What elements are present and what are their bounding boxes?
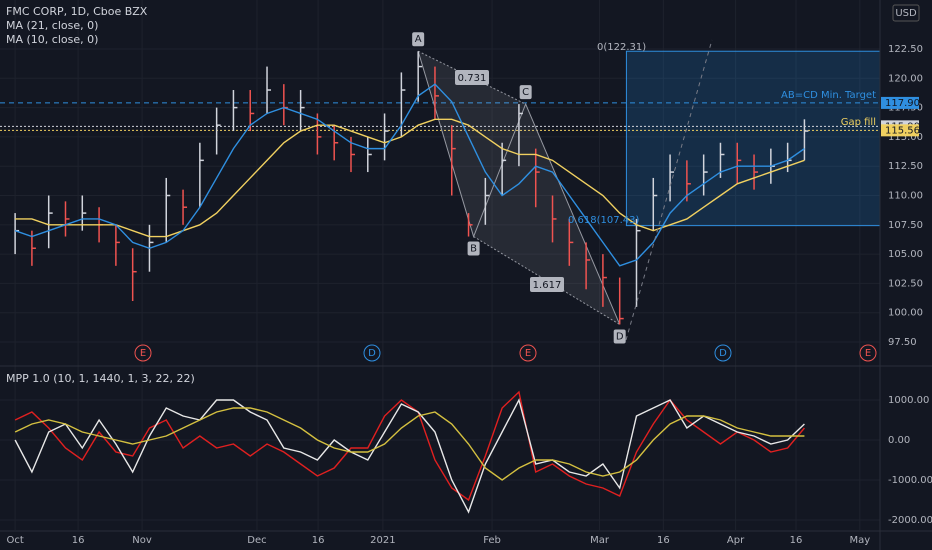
currency: USD [895,8,917,19]
pattern-line [417,51,621,325]
pattern-fill [473,104,620,325]
event-label: D [368,348,376,359]
target-box [625,50,881,227]
y2-tick-label: 0.00 [888,435,910,446]
event-label: E [525,348,531,359]
y-tick-label: 105.00 [888,249,923,260]
y-tick-label: 120.00 [888,73,923,84]
y-tick-label: 100.00 [888,308,923,319]
x-tick-label: 16 [72,535,85,546]
price-badge [881,96,919,109]
y2-tick-label: -1000.00 [888,475,932,486]
point-label: A [415,34,422,45]
oscillator-line [14,398,805,514]
event-icon [363,344,381,362]
x-tick-label: Mar [590,535,610,546]
currency-badge [892,4,920,22]
chart-title: FMC CORP, 1D, Cboe BZX [6,5,148,18]
point-badge [412,32,425,47]
events: E D E D E [134,344,877,362]
y-tick-label: 107.50 [888,220,923,231]
moving-average [14,83,805,267]
event-icon [134,344,152,362]
legend-entry: MA (21, close, 0) [6,19,98,32]
annotation: Gap fill [841,117,876,128]
ratio: 1.617 [533,280,562,291]
legend: FMC CORP, 1D, Cboe BZX MA (21, close, 0)… [6,5,195,385]
point-label: C [522,87,529,98]
event-icon [714,344,732,362]
x-tick-label: Nov [132,535,152,546]
x-tick-label: Apr [727,535,745,546]
event-label: E [865,348,871,359]
moving-average [15,118,805,238]
legend-entry: MA (10, close, 0) [6,33,98,46]
x-tick-label: 2021 [370,535,395,546]
indicator-title: MPP 1.0 (10, 1, 1440, 1, 3, 22, 22) [6,372,195,385]
y-tick-label: 110.00 [888,191,923,202]
x-tick-label: Feb [483,535,501,546]
y2-tick-label: -2000.00 [888,515,932,526]
ratio-badge [530,277,564,292]
point-badge [519,85,532,100]
x-tick-label: May [850,535,871,546]
ratio-badge [455,70,489,85]
x-tick-label: 16 [657,535,670,546]
point-label: D [616,331,624,342]
price-badge-label: 115.56 [885,125,920,136]
event-icon [859,344,877,362]
point-badge [613,329,626,344]
price-badge-label: 117.90 [885,98,920,109]
x-tick-label: Dec [247,535,266,546]
annotation: 0(122.31) [597,42,646,53]
price-badge [881,124,919,137]
annotation: AB=CD Min. Target [781,90,876,101]
oscillator-line [14,407,805,481]
y-tick-label: 122.50 [888,44,923,55]
x-tick-label: 16 [790,535,803,546]
point-label: B [470,244,477,255]
point-badge [467,241,480,256]
ratio: 0.731 [458,73,487,84]
y-tick-label: 115.00 [888,132,923,143]
annotation: 0.618(107.43) [568,215,640,226]
event-label: D [719,348,727,359]
x-tick-label: Oct [6,535,23,546]
plot-layer [0,0,881,530]
y-tick-label: 112.50 [888,161,923,172]
y2-tick-label: 1000.00 [888,395,929,406]
y-tick-label: 102.50 [888,278,923,289]
y-tick-label: 97.50 [888,337,917,348]
event-icon [519,344,537,362]
x-tick-label: 16 [312,535,325,546]
event-label: E [140,348,146,359]
